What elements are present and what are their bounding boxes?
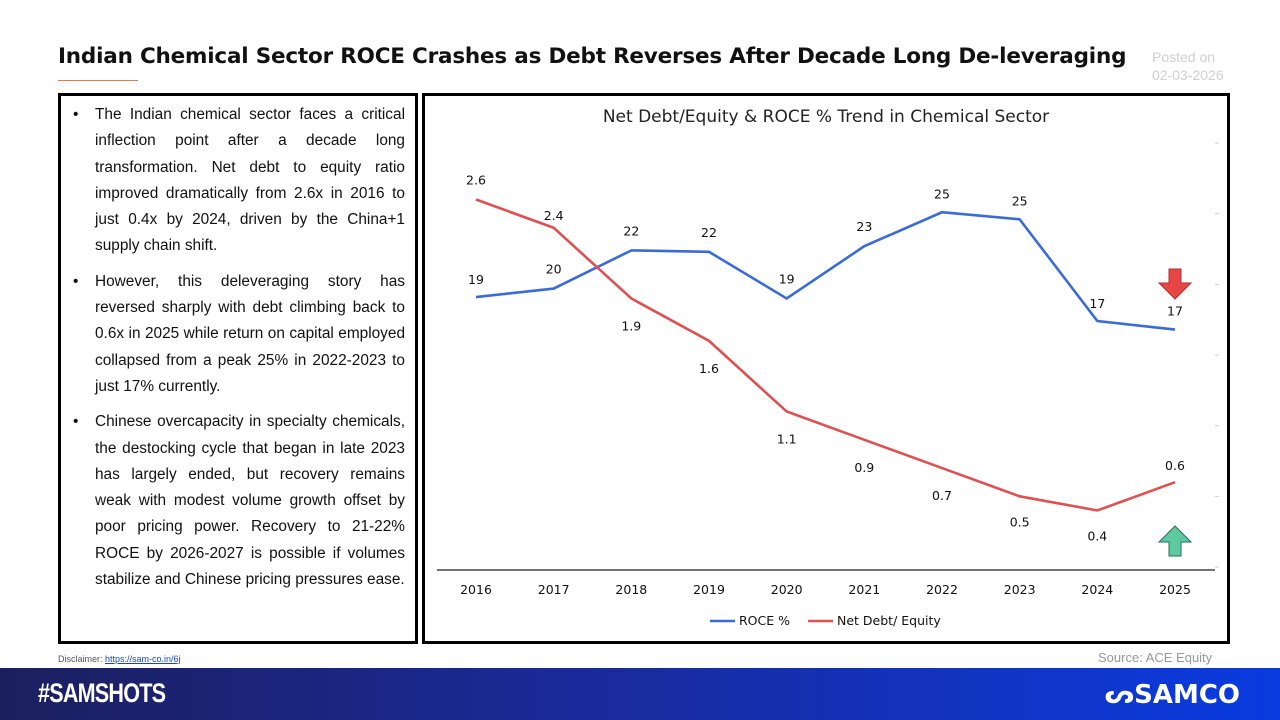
data-label: 17: [1089, 296, 1105, 311]
disclaimer-label: Disclaimer:: [58, 654, 103, 664]
data-label: 22: [623, 223, 639, 238]
x-tick-label: 2021: [848, 582, 880, 597]
legend-label-net-debt: Net Debt/ Equity: [837, 613, 941, 628]
up-arrow-icon: [1157, 525, 1193, 557]
data-label: 23: [856, 219, 872, 234]
series-line-roce: [475, 210, 1176, 331]
data-label: 17: [1167, 304, 1183, 319]
series-line-net-debt-equity: [475, 198, 1176, 512]
data-label: 19: [779, 271, 795, 286]
posted-label: Posted on: [1152, 49, 1216, 65]
bullet-point: Chinese overcapacity in specialty chemic…: [69, 409, 405, 593]
hashtag: #SAMSHOTS: [38, 678, 166, 708]
down-arrow-icon: [1157, 268, 1193, 300]
posted-date: Posted on 02-03-2026: [1152, 48, 1224, 84]
x-tick-label: 2022: [926, 582, 958, 597]
x-tick-label: 2016: [460, 582, 492, 597]
source-note: Source: ACE Equity: [1098, 650, 1213, 665]
data-label: 25: [1012, 193, 1028, 208]
chart-title: Net Debt/Equity & ROCE % Trend in Chemic…: [603, 107, 1049, 127]
data-label: 25: [934, 186, 950, 201]
commentary-box: The Indian chemical sector faces a criti…: [58, 93, 418, 644]
data-label: 0.5: [1010, 514, 1030, 529]
disclaimer: Disclaimer: https://sam-co.in/6j: [58, 654, 181, 664]
x-tick-label: 2020: [771, 582, 803, 597]
bullet-point: The Indian chemical sector faces a criti…: [69, 102, 405, 260]
data-label: 20: [546, 262, 562, 277]
posted-date-value: 02-03-2026: [1152, 67, 1224, 83]
data-label: 0.9: [854, 460, 874, 475]
brand-name: SAMCO: [1134, 680, 1240, 710]
disclaimer-link[interactable]: https://sam-co.in/6j: [105, 654, 181, 664]
x-tick-label: 2017: [538, 582, 570, 597]
x-tick-label: 2025: [1159, 582, 1191, 597]
samco-logo-icon: ᔕ: [1104, 680, 1135, 710]
brand-logo: ᔕSAMCO: [1105, 680, 1240, 710]
data-label: 0.7: [932, 488, 952, 503]
page-title: Indian Chemical Sector ROCE Crashes as D…: [58, 44, 1127, 69]
x-tick-label: 2024: [1081, 582, 1113, 597]
data-label: 1.1: [777, 432, 797, 447]
x-tick-label: 2018: [615, 582, 647, 597]
data-label: 0.4: [1087, 528, 1107, 543]
x-tick-label: 2023: [1004, 582, 1036, 597]
footer-banner: #SAMSHOTS ᔕSAMCO: [0, 668, 1280, 720]
data-label: 1.9: [621, 318, 641, 333]
data-label: 22: [701, 225, 717, 240]
chart-panel: Net Debt/Equity & ROCE % Trend in Chemic…: [422, 93, 1230, 644]
data-label: 1.6: [699, 361, 719, 376]
x-tick-label: 2019: [693, 582, 725, 597]
data-label: 0.6: [1165, 458, 1185, 473]
data-label: 2.6: [466, 173, 486, 188]
legend-label-roce: ROCE %: [739, 613, 790, 628]
data-label: 2.4: [544, 208, 564, 223]
bullet-point: However, this deleveraging story has rev…: [69, 269, 405, 400]
data-label: 19: [468, 272, 484, 287]
title-underline: [58, 80, 138, 81]
line-chart: Net Debt/Equity & ROCE % Trend in Chemic…: [437, 107, 1219, 628]
